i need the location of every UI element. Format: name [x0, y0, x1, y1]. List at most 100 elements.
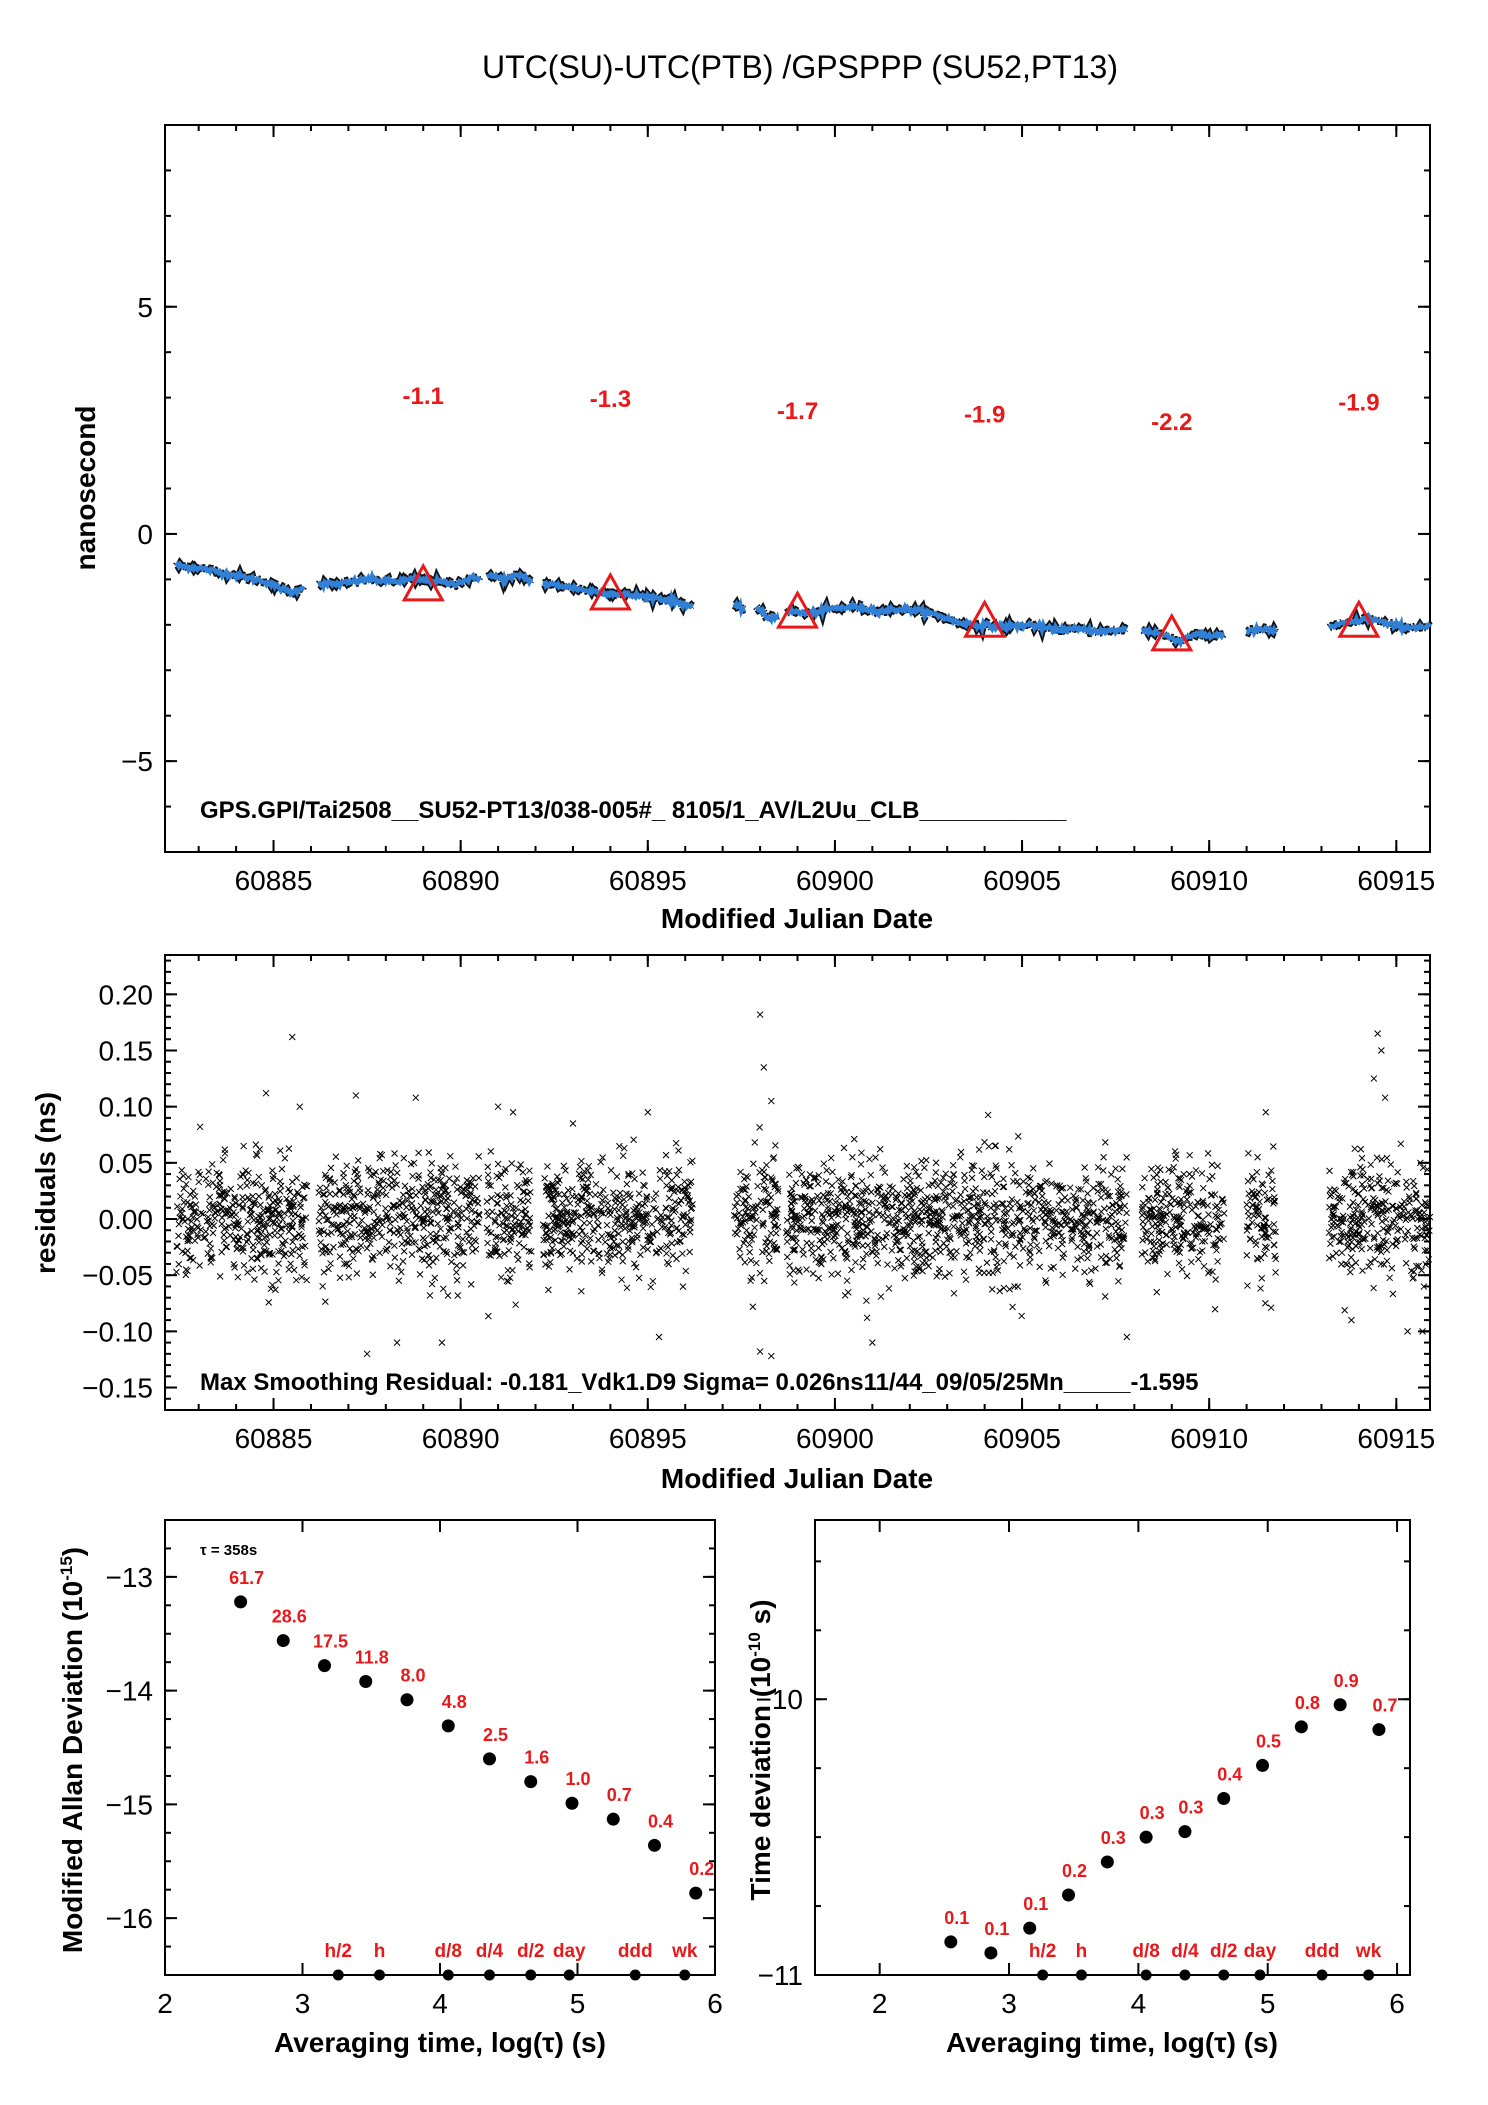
residual-point — [1163, 1211, 1171, 1218]
residual-point — [1195, 1255, 1202, 1263]
residual-point — [598, 1200, 605, 1208]
residual-point — [407, 1232, 414, 1240]
residual-point — [663, 1182, 670, 1189]
residual-point — [1178, 1265, 1186, 1273]
residual-point — [427, 1230, 434, 1238]
residual-point — [1425, 1256, 1433, 1263]
residual-point — [934, 1220, 942, 1228]
residual-point — [1102, 1225, 1110, 1233]
residual-point — [324, 1230, 332, 1238]
residual-point — [383, 1210, 390, 1218]
x-tick-label: 60890 — [422, 865, 500, 896]
residual-point — [764, 1235, 771, 1242]
residual-point — [1188, 1173, 1196, 1180]
residual-point — [1176, 1183, 1183, 1191]
residual-point — [255, 1238, 263, 1246]
residual-point — [1349, 1168, 1357, 1176]
residual-point — [1423, 1214, 1431, 1222]
residual-point — [216, 1273, 224, 1280]
residual-point — [437, 1164, 445, 1172]
residual-point — [546, 1187, 554, 1195]
residual-point — [552, 1221, 560, 1229]
residual-point — [939, 1174, 947, 1182]
residual-point — [1255, 1205, 1263, 1213]
residual-point — [1354, 1201, 1362, 1209]
residual-point — [294, 1188, 301, 1196]
residual-point — [605, 1209, 613, 1217]
residual-point — [980, 1173, 988, 1181]
residual-point — [513, 1181, 521, 1189]
residual-point — [354, 1157, 362, 1164]
x-tick-label: 6 — [1389, 1988, 1405, 2019]
residual-point — [1146, 1211, 1154, 1218]
residual-point — [1027, 1201, 1035, 1209]
deviation-point-label: 28.6 — [272, 1607, 307, 1627]
residual-point — [370, 1234, 378, 1242]
residual-point — [395, 1277, 403, 1285]
residual-point — [1097, 1194, 1105, 1201]
residual-point — [368, 1225, 375, 1232]
residual-point — [318, 1226, 325, 1234]
residual-point — [1358, 1154, 1366, 1162]
residual-point — [619, 1257, 627, 1265]
residual-point — [741, 1236, 749, 1244]
residual-point — [345, 1273, 353, 1281]
residual-point — [987, 1235, 995, 1243]
residual-point — [1330, 1204, 1337, 1212]
residual-point — [1029, 1218, 1037, 1225]
residual-point — [515, 1227, 522, 1235]
residual-point — [1342, 1179, 1350, 1187]
residual-point — [525, 1218, 533, 1226]
residual-point — [473, 1194, 481, 1202]
residual-point — [840, 1184, 848, 1192]
residual-point — [419, 1183, 426, 1191]
residual-point — [255, 1212, 262, 1220]
residual-point — [1172, 1223, 1180, 1231]
residual-point — [256, 1250, 264, 1257]
residual-point — [663, 1259, 671, 1266]
residual-point — [1250, 1175, 1257, 1183]
residual-point — [275, 1195, 283, 1203]
residual-point — [289, 1222, 296, 1230]
residual-point — [872, 1154, 879, 1161]
residual-point — [382, 1247, 390, 1255]
residual-point — [526, 1263, 533, 1271]
tdev-x-axis-label: Averaging time, log(τ) (s) — [946, 2027, 1278, 2058]
residual-point — [1180, 1207, 1187, 1214]
residual-point — [518, 1222, 526, 1229]
residual-point — [892, 1196, 900, 1204]
residual-point — [1188, 1240, 1196, 1247]
residual-point — [427, 1169, 434, 1176]
residual-point — [1393, 1237, 1401, 1245]
residual-point — [1341, 1306, 1349, 1314]
residual-point — [553, 1213, 561, 1221]
residual-point — [390, 1201, 398, 1209]
residual-point — [818, 1217, 826, 1225]
residual-point — [820, 1213, 827, 1221]
offset-series-line — [785, 599, 1129, 638]
residual-point — [243, 1176, 251, 1184]
residual-point — [1097, 1241, 1105, 1248]
residual-point — [1255, 1188, 1263, 1196]
residual-point — [1097, 1208, 1105, 1216]
residual-point — [438, 1339, 446, 1346]
residual-point — [1006, 1251, 1014, 1258]
interval-label: d/2 — [517, 1941, 544, 1962]
residual-point — [1207, 1192, 1215, 1199]
residual-point — [583, 1245, 591, 1253]
deviation-point-label: 0.7 — [607, 1785, 632, 1805]
residual-point — [195, 1178, 203, 1186]
residual-point — [823, 1196, 831, 1204]
residual-point — [1390, 1216, 1398, 1224]
residual-point — [935, 1269, 943, 1277]
residual-point — [382, 1191, 390, 1199]
residual-point — [737, 1220, 745, 1227]
residual-point — [903, 1192, 910, 1200]
residual-point — [1164, 1270, 1171, 1278]
residual-point — [1246, 1195, 1254, 1202]
residual-point — [1025, 1213, 1033, 1220]
residual-point — [1098, 1186, 1106, 1194]
residual-point — [597, 1158, 605, 1166]
residual-point — [1081, 1222, 1088, 1230]
residual-point — [604, 1199, 612, 1207]
